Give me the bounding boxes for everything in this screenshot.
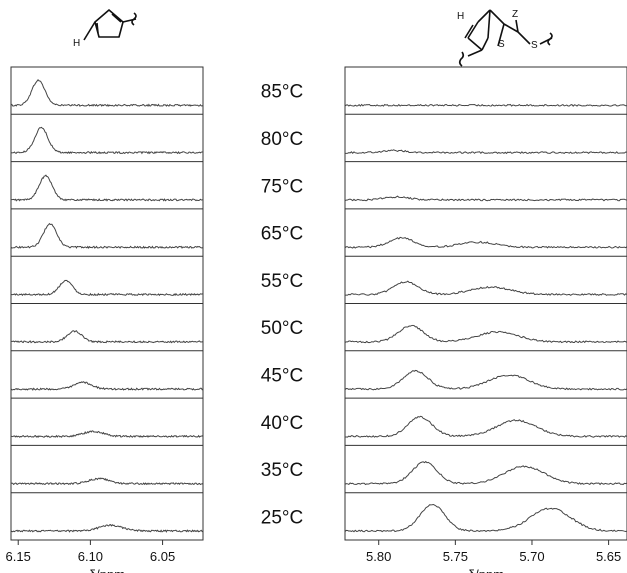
left-spectra-panel: 6.15 6.10 6.05 δ/ppm [6,66,204,573]
left-structure: H [73,9,137,49]
spectrum-trace [10,174,204,202]
temperature-label: 50°C [261,318,303,339]
bond-to-z [515,19,519,33]
bicyclic-bond [497,23,505,47]
spectrum-trace [10,477,204,486]
temperature-label: 55°C [261,271,303,292]
spectrum-trace [344,324,627,344]
spectrum-trace [344,503,627,533]
spectrum-trace [10,430,204,438]
x-tick-label: 6.15 [6,549,31,564]
cyclopentadiene-ring [94,9,124,38]
x-tick-label: 5.80 [366,549,391,564]
bond-to-h [83,21,96,41]
x-tick-label: 6.10 [78,549,103,564]
temperature-label: 80°C [261,129,303,150]
temperature-label: 75°C [261,176,303,197]
ring-double-bond-2 [96,22,99,34]
temperature-labels: 85°C 80°C 75°C 65°C 55°C 50°C 45°C 40°C 35°C 25°C [261,82,303,529]
spectrum-trace [344,280,627,296]
bicyclic-bond [503,23,519,33]
temperature-label: 45°C [261,365,303,386]
bicyclic-bond [467,37,483,51]
right-spectra-panel: 5.80 5.75 5.70 5.65 δ/ppm [344,66,627,573]
bicyclic-bond [467,21,479,39]
bicyclic-bond [489,9,505,25]
x-axis-label: δ/ppm [468,567,504,573]
wavy-bond-mark [547,32,553,46]
wavy-bond-mark [458,51,465,67]
bond-to-s [517,31,531,45]
ring-double-bond-1 [111,13,122,23]
x-tick-label: 6.05 [150,549,175,564]
spectrum-trace [10,381,204,391]
spectrum-trace [344,195,627,202]
spectrum-trace [344,149,627,155]
spectrum-trace [344,460,627,486]
bicyclic-double-bond [464,24,474,39]
spectrum-trace [10,279,204,297]
wavy-bond-mark [131,12,137,26]
right-structure-z-label: Z [512,9,518,20]
x-tick-label: 5.70 [519,549,544,564]
spectrum-trace [344,369,627,391]
temperature-label: 35°C [261,460,303,481]
right-structure-thio-s-label: S [531,40,538,51]
spectrum-trace [10,222,204,249]
spectrum-trace [344,103,627,107]
x-tick-label: 5.75 [443,549,468,564]
spectrum-trace [10,78,204,108]
spectrum-trace [10,126,204,155]
spectrum-trace [10,523,204,533]
bicyclic-bond [477,9,491,23]
spectrum-trace [10,330,204,344]
bicyclic-bond [481,37,489,51]
bicyclic-bond [487,9,491,39]
left-structure-h-label: H [73,38,80,49]
spectrum-trace [344,415,627,438]
temperature-label: 85°C [261,82,303,103]
temperature-label: 25°C [261,507,303,528]
right-structure: H Z S S [457,9,553,67]
x-axis-label: δ/ppm [89,567,125,573]
right-structure-ring-s-label: S [498,39,505,50]
right-structure-h-label: H [457,11,464,22]
x-tick-label: 5.65 [596,549,621,564]
spectrum-trace [344,236,627,249]
temperature-label: 40°C [261,413,303,434]
bond-lower-left [467,49,483,57]
temperature-label: 65°C [261,224,303,245]
